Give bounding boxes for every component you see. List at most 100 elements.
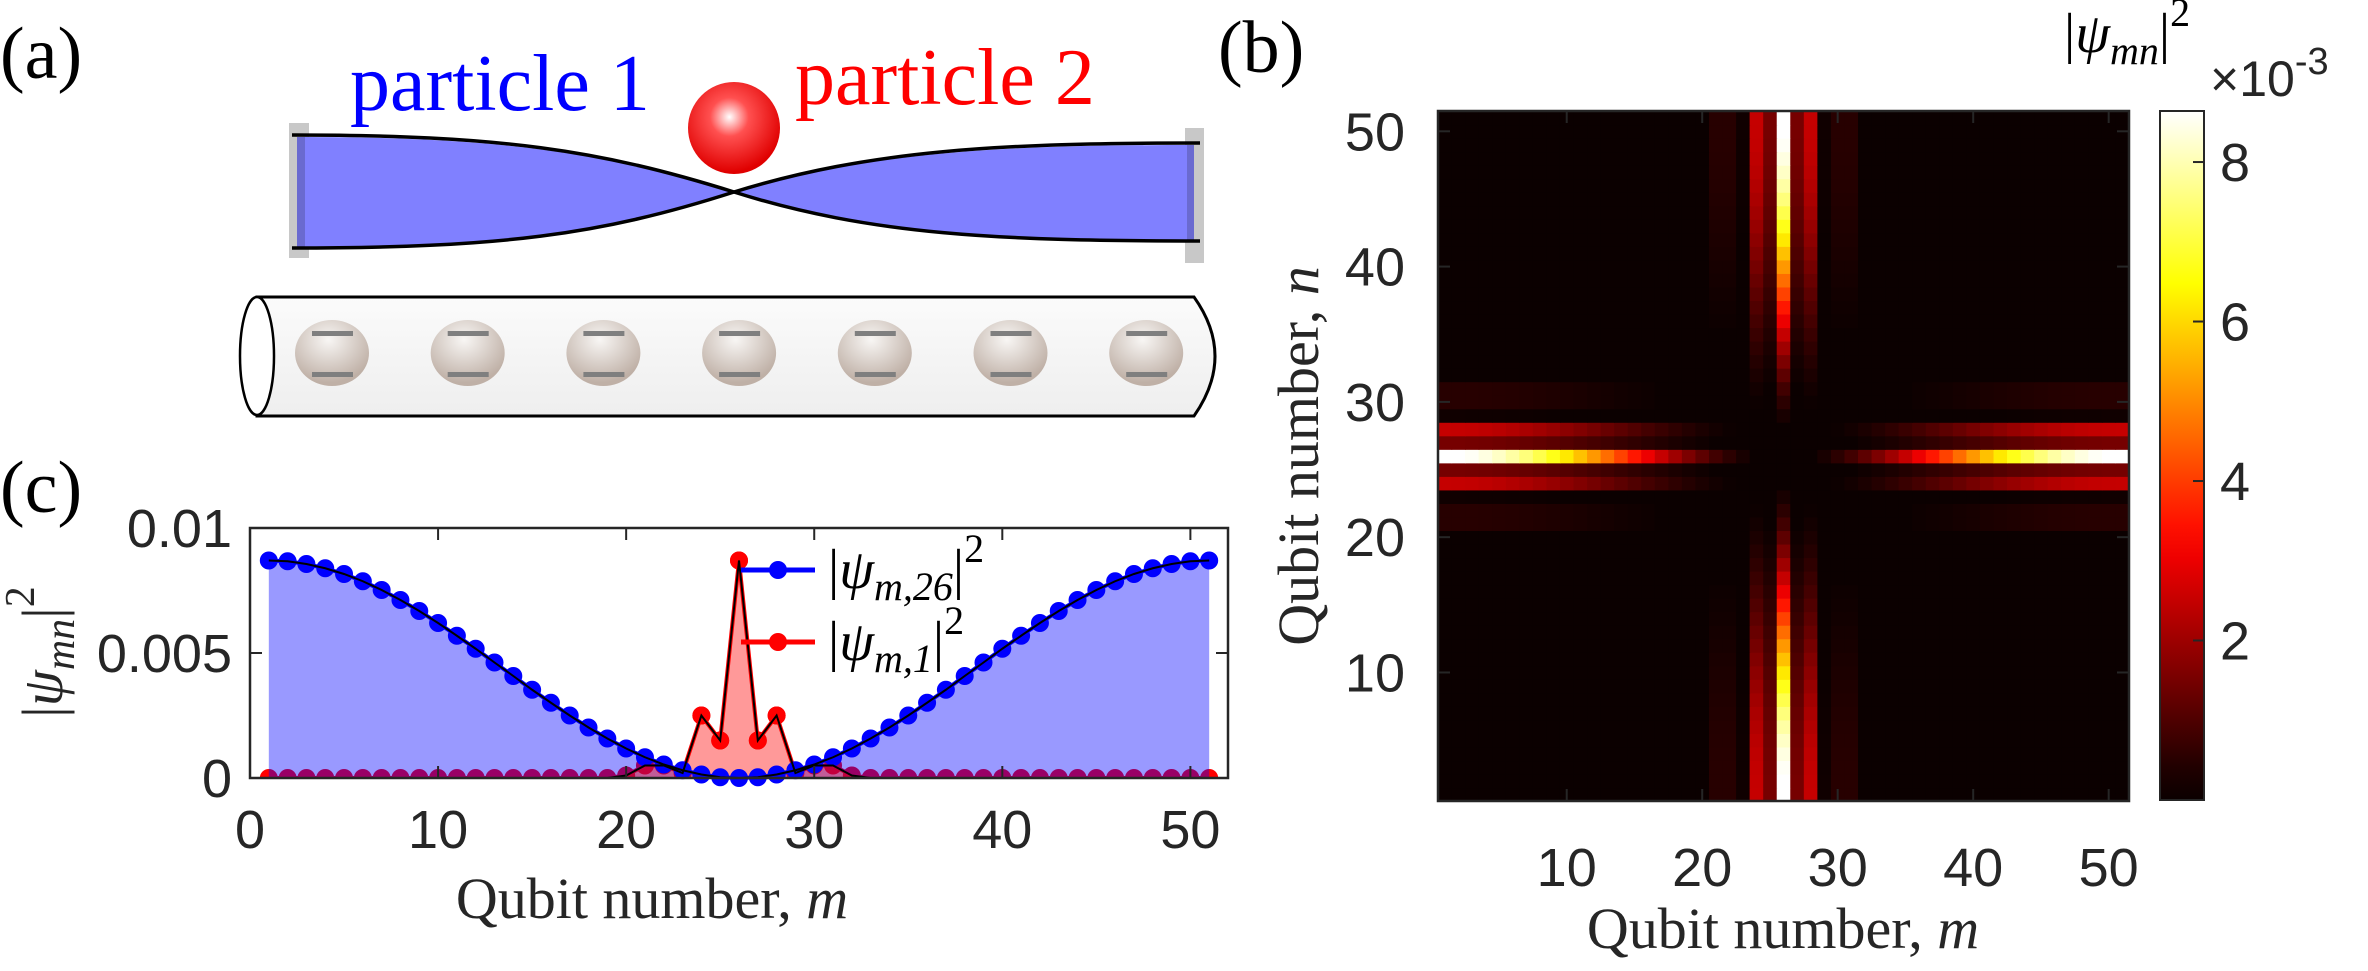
- heatmap-cell: [1939, 611, 1954, 626]
- heatmap-cell: [1736, 679, 1751, 694]
- heatmap-cell: [1993, 692, 2008, 707]
- heatmap-cell: [1736, 665, 1751, 680]
- heatmap-cell: [1871, 516, 1886, 532]
- heatmap-cell: [1559, 733, 1575, 748]
- heatmap-cell: [1790, 719, 1805, 734]
- heatmap-cell: [2034, 138, 2049, 153]
- qubit-level-lower-4: [719, 372, 761, 377]
- heatmap-cell: [1749, 773, 1764, 789]
- heatmap-cell: [2007, 327, 2022, 342]
- heatmap-cell: [1600, 625, 1615, 640]
- heatmap-cell: [1668, 746, 1683, 762]
- heatmap-cell: [2020, 192, 2035, 207]
- heatmap-cell: [1681, 381, 1697, 396]
- heatmap-cell: [1844, 327, 1859, 342]
- heatmap-cell: [1817, 111, 1832, 126]
- heatmap-cell: [1654, 435, 1669, 450]
- heatmap-cell: [1519, 571, 1534, 586]
- heatmap-cell: [1790, 516, 1805, 532]
- heatmap-cell: [1614, 327, 1629, 342]
- heatmap-cell: [1776, 679, 1791, 694]
- heatmap-cell: [1993, 638, 2008, 653]
- heatmap-cell: [2074, 516, 2089, 532]
- heatmap-cell: [1614, 625, 1629, 640]
- heatmap-cell: [1871, 327, 1886, 342]
- qubit-level-upper-5: [854, 331, 896, 336]
- heatmap-cell: [2115, 692, 2130, 707]
- heatmap-cell: [1573, 435, 1588, 450]
- x-tick-label: 40: [972, 800, 1032, 860]
- heatmap-cell: [1871, 408, 1886, 423]
- heatmap-cell: [1519, 354, 1534, 369]
- heatmap-cell: [1546, 273, 1561, 288]
- heatmap-cell: [1668, 773, 1683, 789]
- heatmap-cell: [1587, 300, 1602, 315]
- heatmap-cell: [1912, 151, 1927, 166]
- heatmap-cell: [1979, 286, 1995, 302]
- heatmap-cell: [2101, 692, 2117, 707]
- heatmap-cell: [1858, 462, 1873, 477]
- heatmap-cell: [1993, 327, 2008, 342]
- heatmap-cell: [1966, 368, 1981, 383]
- heatmap-cell: [1654, 259, 1669, 274]
- heatmap-cell: [2115, 489, 2130, 504]
- heatmap-cell: [1912, 138, 1927, 153]
- heatmap-cell: [2047, 205, 2062, 220]
- heatmap-cell: [1627, 665, 1642, 680]
- heatmap-cell: [1478, 584, 1493, 599]
- heatmap-cell: [1532, 543, 1547, 559]
- heatmap-cell: [2061, 300, 2076, 315]
- heatmap-cell: [1492, 679, 1507, 694]
- heatmap-cell: [1465, 476, 1480, 491]
- heatmap-cell: [1614, 138, 1629, 153]
- heatmap-cell: [2088, 692, 2103, 707]
- heatmap-cell: [1668, 787, 1683, 802]
- heatmap-cell: [1830, 746, 1846, 762]
- heatmap-cell: [1546, 286, 1561, 302]
- heatmap-cell: [1925, 625, 1940, 640]
- heatmap-cell: [1979, 611, 1995, 626]
- heatmap-cell: [1438, 692, 1453, 707]
- heatmap-cell: [2020, 476, 2035, 491]
- heatmap-cell: [1641, 584, 1656, 599]
- heatmap-cell: [2020, 449, 2035, 464]
- heatmap-cell: [1438, 151, 1453, 166]
- heatmap-cell: [2115, 381, 2130, 396]
- heatmap-cell: [1546, 760, 1561, 775]
- heatmap-cell: [1641, 408, 1656, 423]
- heatmap-cell: [1465, 219, 1480, 234]
- heatmap-cell: [1898, 489, 1913, 504]
- heatmap-cell: [1546, 746, 1561, 762]
- heatmap-cell: [2101, 327, 2117, 342]
- heatmap-cell: [1532, 178, 1547, 193]
- heatmap-cell: [1979, 381, 1995, 396]
- heatmap-cell: [2061, 571, 2076, 586]
- heatmap-cell: [1681, 327, 1697, 342]
- heatmap-cell: [1614, 462, 1629, 477]
- heatmap-cell: [1492, 138, 1507, 153]
- heatmap-cell: [1708, 530, 1724, 545]
- heatmap-cell: [1438, 571, 1453, 586]
- qubit-4: [702, 320, 777, 386]
- heatmap-cell: [2074, 395, 2089, 410]
- heatmap-cell: [1505, 205, 1520, 220]
- heatmap-y-tick-label: 30: [1345, 373, 1405, 433]
- heatmap-cell: [1939, 692, 1954, 707]
- heatmap-cell: [1559, 489, 1575, 504]
- heatmap-cell: [1817, 313, 1832, 329]
- heatmap-cell: [1451, 760, 1466, 775]
- heatmap-cell: [1749, 530, 1764, 545]
- heatmap-cell: [2047, 300, 2062, 315]
- heatmap-cell: [1966, 124, 1981, 139]
- heatmap-cell: [2020, 530, 2035, 545]
- heatmap-cell: [2047, 665, 2062, 680]
- heatmap-cell: [2020, 489, 2035, 504]
- heatmap-cell: [1817, 557, 1832, 572]
- heatmap-cell: [1966, 313, 1981, 329]
- heatmap-cell: [1858, 111, 1873, 126]
- heatmap-cell: [1519, 773, 1534, 789]
- heatmap-cell: [1979, 313, 1995, 329]
- heatmap-cell: [1790, 313, 1805, 329]
- heatmap-cell: [1817, 530, 1832, 545]
- heatmap-cell: [1451, 341, 1466, 356]
